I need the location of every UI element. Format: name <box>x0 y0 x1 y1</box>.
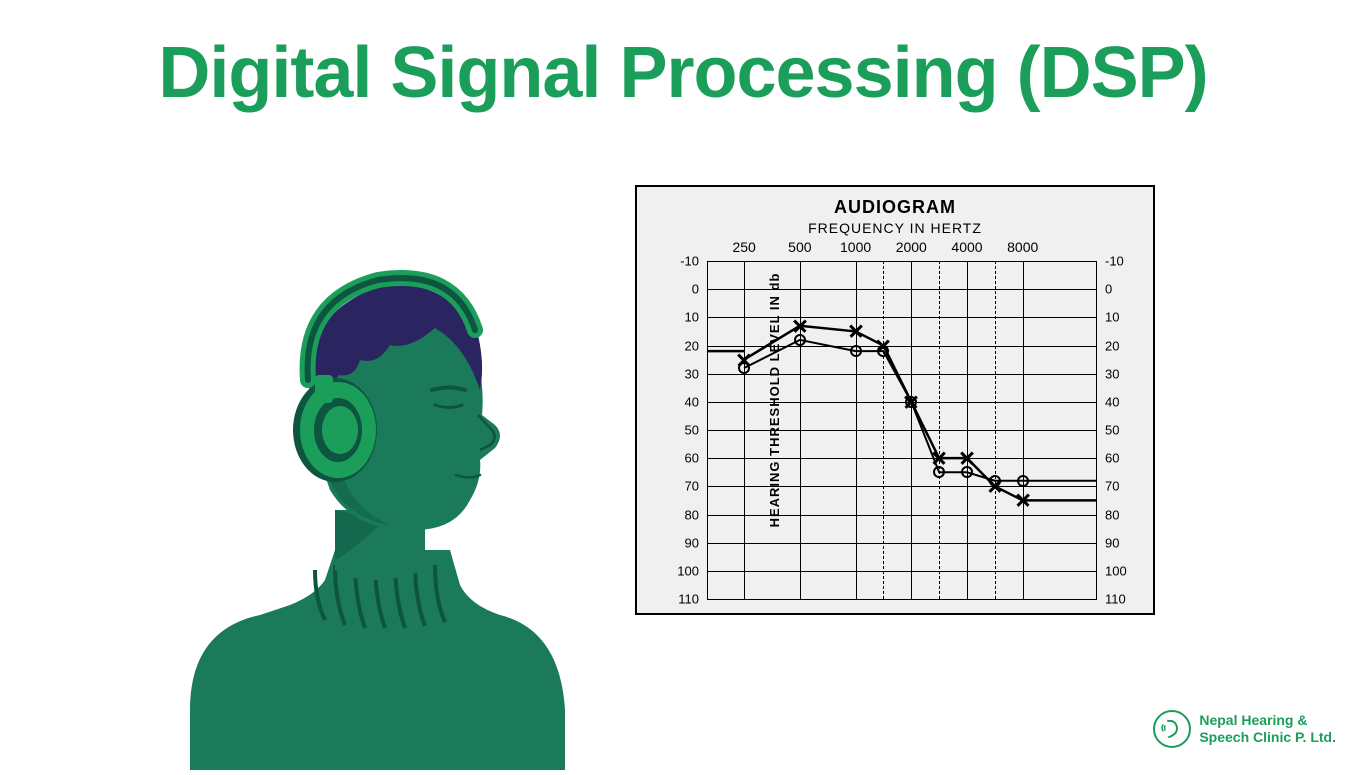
page-title: Digital Signal Processing (DSP) <box>0 32 1366 114</box>
audiogram-chart: AUDIOGRAM FREQUENCY IN HERTZ HEARING THR… <box>635 185 1155 615</box>
chart-title: AUDIOGRAM <box>637 197 1153 218</box>
ear-icon <box>1153 710 1191 748</box>
person-illustration <box>160 250 580 770</box>
chart-subtitle: FREQUENCY IN HERTZ <box>637 220 1153 236</box>
logo-text: Nepal Hearing & Speech Clinic P. Ltd. <box>1199 712 1336 746</box>
chart-plot-area: -10-100010102020303040405050606070708080… <box>707 261 1097 599</box>
clinic-logo: Nepal Hearing & Speech Clinic P. Ltd. <box>1153 710 1336 748</box>
